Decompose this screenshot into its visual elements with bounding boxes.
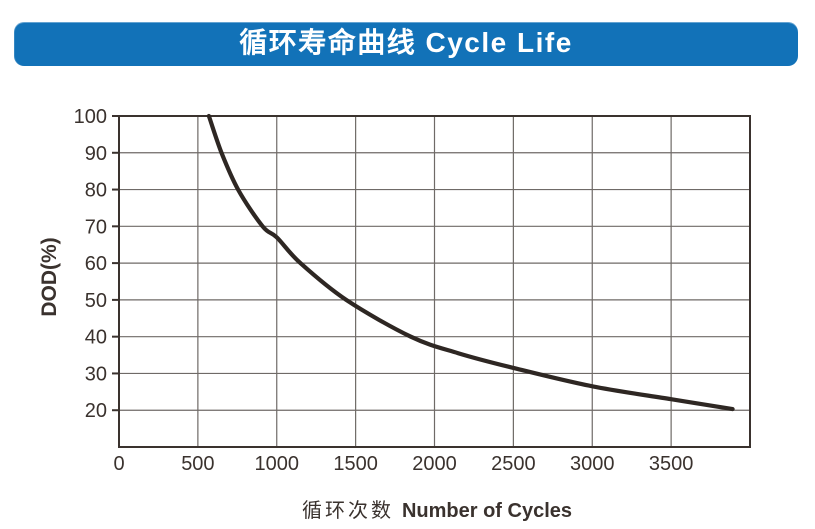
y-tick-label: 90 (85, 143, 107, 165)
x-axis-title: 循环次数 Number of Cycles (302, 494, 572, 523)
grid-layer (118, 115, 750, 447)
x-tick-label: 1000 (255, 453, 300, 475)
x-axis-title-en: Number of Cycles (401, 500, 573, 522)
y-tick-label: 40 (85, 327, 107, 349)
page-title: 循环寿命曲线 Cycle Life (239, 27, 573, 58)
y-tick-label: 80 (85, 180, 107, 202)
y-tick-label: 70 (85, 216, 107, 238)
x-tick-label: 2500 (491, 453, 536, 475)
cycle-life-curve (206, 113, 735, 412)
x-tick-label: 2000 (412, 453, 457, 475)
tick-label-layer: 100 90 80 70 60 50 40 30 20 0 500 1000 1500 2000 2500 3… (74, 106, 694, 475)
y-tick-label: 50 (85, 290, 107, 312)
x-tick-label: 500 (181, 453, 214, 475)
x-tick-label: 3500 (649, 453, 694, 475)
x-tick-label: 1500 (333, 453, 378, 475)
plot-border (118, 115, 751, 448)
y-tick-label: 100 (74, 106, 107, 128)
axis-layer (112, 115, 751, 448)
x-tick-label: 3000 (570, 453, 615, 475)
y-tick-label: 60 (85, 253, 107, 275)
x-tick-label: 0 (113, 453, 124, 475)
x-axis-title-cn: 循环次数 (301, 500, 394, 522)
curve-layer (206, 113, 735, 412)
y-tick-label: 20 (85, 400, 107, 422)
y-tick-label: 30 (85, 363, 107, 385)
title-banner: 循环寿命曲线 Cycle Life (14, 22, 798, 66)
